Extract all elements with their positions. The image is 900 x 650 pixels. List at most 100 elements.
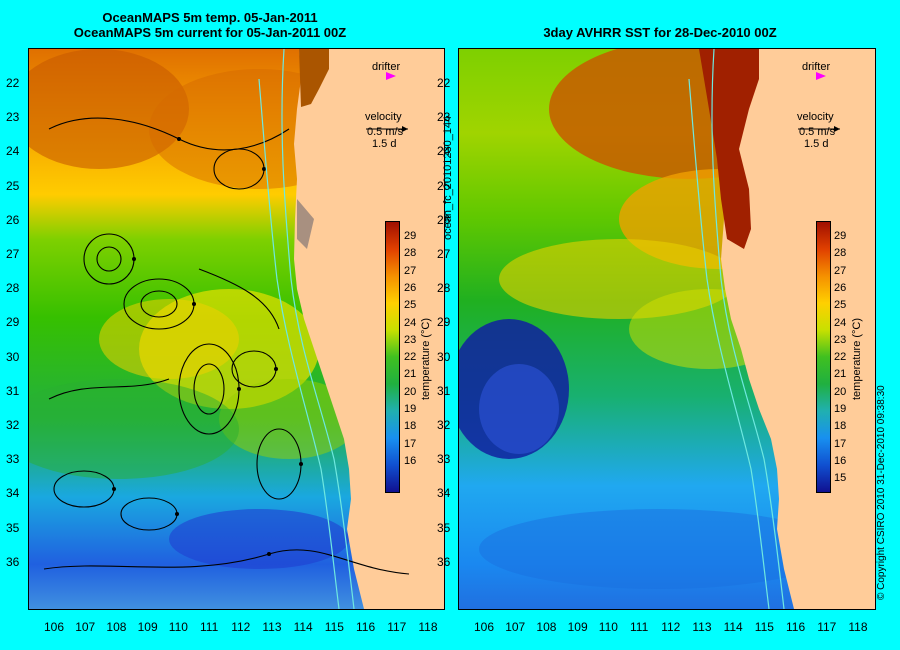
latitude-tick-label: 31 <box>6 383 20 398</box>
right-temperature-colorbar <box>816 221 831 493</box>
latitude-tick-label: 23 <box>6 110 20 125</box>
colorbar-tick-label: 20 <box>404 385 417 398</box>
right-map-title: 3day AVHRR SST for 28-Dec-2010 00Z <box>543 25 777 40</box>
colorbar-tick-label: 19 <box>834 403 847 415</box>
longitude-tick-label: 110 <box>598 620 618 634</box>
longitude-tick-label: 115 <box>324 620 344 634</box>
right-duration-label: 1.5 d <box>804 138 829 150</box>
right-drifter-marker-icon <box>816 72 826 80</box>
latitude-tick-label: 33 <box>6 452 20 467</box>
satellite-sst-map[interactable] <box>458 48 876 610</box>
longitude-tick-label: 117 <box>817 620 837 634</box>
colorbar-tick-label: 16 <box>404 454 417 467</box>
colorbar-tick-label: 29 <box>404 230 417 242</box>
longitude-tick-label: 112 <box>231 620 251 634</box>
right-speed-label: 0.5 m/s <box>799 126 836 138</box>
colorbar-tick-label: 15 <box>834 472 847 485</box>
latitude-tick-label: 30 <box>6 349 20 364</box>
longitude-tick-label: 107 <box>505 620 526 634</box>
left-duration-label: 1.5 d <box>372 138 397 150</box>
latitude-tick-label: 32 <box>437 418 451 432</box>
latitude-tick-label: 35 <box>6 520 20 535</box>
longitude-tick-label: 116 <box>786 620 806 634</box>
longitude-tick-label: 117 <box>387 620 407 634</box>
colorbar-tick-label: 18 <box>404 420 417 433</box>
colorbar-tick-label: 20 <box>834 385 847 398</box>
latitude-tick-label: 35 <box>437 520 451 535</box>
left-title-line1: OceanMAPS 5m temp. 05-Jan-2011 <box>102 10 318 25</box>
longitude-tick-label: 114 <box>723 620 743 634</box>
longitude-tick-label: 107 <box>75 620 96 634</box>
longitude-tick-label: 110 <box>168 620 188 634</box>
right-velocity-scale-arrow <box>798 126 840 132</box>
ocean-model-map-graphic <box>29 49 444 609</box>
left-temperature-colorbar <box>385 221 400 493</box>
left-velocity-label: velocity <box>365 111 402 123</box>
colorbar-tick-label: 29 <box>834 230 847 242</box>
colorbar-tick-label: 16 <box>834 454 847 467</box>
latitude-tick-label: 24 <box>6 144 20 159</box>
longitude-tick-label: 114 <box>293 620 313 634</box>
latitude-tick-label: 22 <box>437 76 451 90</box>
colorbar-tick-label: 26 <box>404 281 417 294</box>
copyright-label: © Copyright CSIRO 2010 31-Dec-2010 09:38… <box>876 385 887 600</box>
latitude-tick-label: 28 <box>437 281 451 296</box>
left-map-title: OceanMAPS 5m temp. 05-Jan-2011 OceanMAPS… <box>40 10 380 40</box>
longitude-tick-label: 113 <box>262 620 282 634</box>
left-speed-label: 0.5 m/s <box>367 126 404 138</box>
latitude-tick-label: 31 <box>437 383 451 398</box>
left-drifter-marker-icon <box>386 72 396 80</box>
longitude-tick-label: 112 <box>661 620 681 634</box>
colorbar-tick-label: 28 <box>404 247 417 260</box>
longitude-tick-label: 116 <box>356 620 376 634</box>
latitude-tick-label: 34 <box>6 486 20 501</box>
left-title-line2: OceanMAPS 5m current for 05-Jan-2011 00Z <box>73 25 347 40</box>
latitude-tick-label: 24 <box>437 144 451 159</box>
colorbar-tick-label: 26 <box>834 281 847 294</box>
longitude-tick-label: 108 <box>106 620 127 634</box>
colorbar-tick-label: 19 <box>404 403 417 415</box>
longitude-tick-label: 109 <box>137 620 158 634</box>
left-drifter-label: drifter <box>372 61 401 73</box>
latitude-tick-label: 29 <box>6 315 20 330</box>
longitude-tick-label: 118 <box>418 620 438 634</box>
latitude-tick-label: 25 <box>6 178 20 193</box>
colorbar-tick-label: 25 <box>404 299 417 312</box>
latitude-tick-label: 33 <box>437 452 451 467</box>
latitude-tick-label: 27 <box>437 247 451 261</box>
colorbar-tick-label: 21 <box>834 368 847 381</box>
left-colorbar-label: temperature (°C) <box>420 317 432 400</box>
longitude-tick-label: 111 <box>630 620 649 634</box>
latitude-tick-label: 26 <box>6 212 20 227</box>
longitude-tick-label: 106 <box>474 620 495 634</box>
latitude-tick-label: 34 <box>437 486 451 501</box>
colorbar-tick-label: 25 <box>834 299 847 312</box>
longitude-tick-label: 111 <box>200 620 219 634</box>
colorbar-tick-label: 18 <box>834 420 847 433</box>
latitude-tick-label: 26 <box>437 212 451 227</box>
right-drifter-label: drifter <box>802 61 831 73</box>
colorbar-tick-label: 17 <box>834 437 847 450</box>
colorbar-tick-label: 17 <box>404 437 417 450</box>
colorbar-tick-label: 24 <box>404 316 417 329</box>
longitude-tick-label: 113 <box>692 620 712 634</box>
longitude-tick-label: 106 <box>44 620 65 634</box>
ocean-model-map[interactable] <box>28 48 445 610</box>
colorbar-tick-label: 23 <box>404 333 417 346</box>
latitude-tick-label: 25 <box>437 178 451 193</box>
colorbar-tick-label: 27 <box>404 264 417 277</box>
latitude-tick-label: 22 <box>6 76 20 90</box>
longitude-tick-label: 108 <box>536 620 557 634</box>
longitude-tick-label: 109 <box>567 620 588 634</box>
latitude-tick-label: 29 <box>437 315 451 330</box>
left-velocity-scale-arrow <box>366 126 408 132</box>
colorbar-tick-label: 24 <box>834 316 847 329</box>
longitude-tick-label: 118 <box>848 620 868 634</box>
latitude-tick-label: 27 <box>6 247 20 261</box>
latitude-tick-label: 36 <box>6 554 20 569</box>
colorbar-tick-label: 28 <box>834 247 847 260</box>
colorbar-tick-label: 22 <box>404 351 417 364</box>
latitude-tick-label: 28 <box>6 281 20 296</box>
colorbar-tick-label: 23 <box>834 333 847 346</box>
latitude-tick-label: 30 <box>437 349 451 364</box>
